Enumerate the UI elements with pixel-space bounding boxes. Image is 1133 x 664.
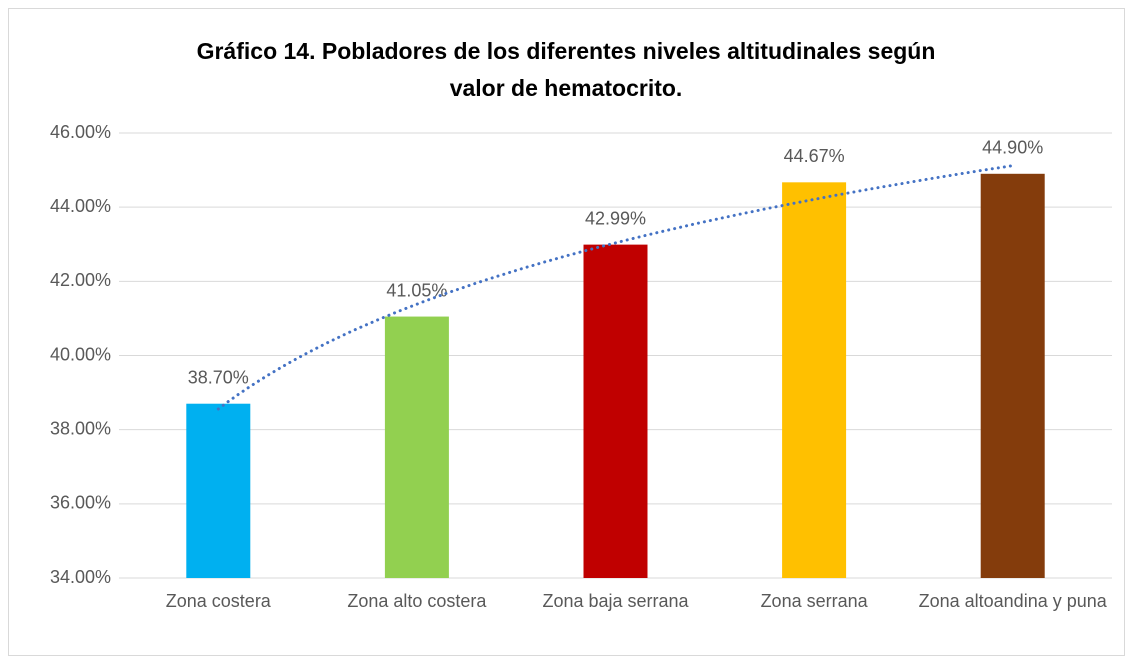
x-tick-label: Zona alto costera bbox=[347, 591, 487, 611]
value-label: 38.70% bbox=[188, 367, 249, 387]
y-tick-label: 40.00% bbox=[50, 344, 111, 364]
chart-border bbox=[8, 8, 1125, 656]
bar bbox=[782, 182, 847, 578]
chart-title: Gráfico 14. Pobladores de los diferentes… bbox=[196, 38, 936, 101]
y-tick-label: 38.00% bbox=[50, 418, 111, 438]
bar bbox=[384, 316, 449, 578]
x-tick-label: Zona baja serrana bbox=[542, 591, 689, 611]
y-tick-label: 46.00% bbox=[50, 122, 111, 142]
bar bbox=[186, 403, 251, 578]
y-tick-label: 42.00% bbox=[50, 270, 111, 290]
y-tick-label: 44.00% bbox=[50, 196, 111, 216]
value-label: 44.90% bbox=[982, 138, 1043, 158]
value-label: 41.05% bbox=[386, 280, 447, 300]
x-tick-label: Zona serrana bbox=[760, 591, 868, 611]
x-tick-label: Zona altoandina y puna bbox=[918, 591, 1107, 611]
y-tick-label: 34.00% bbox=[50, 567, 111, 587]
x-tick-label: Zona costera bbox=[165, 591, 271, 611]
bar bbox=[583, 244, 648, 578]
value-label: 44.67% bbox=[784, 146, 845, 166]
trendline bbox=[216, 164, 1015, 411]
bar bbox=[980, 173, 1045, 578]
value-label: 42.99% bbox=[585, 208, 646, 228]
y-tick-label: 36.00% bbox=[50, 493, 111, 513]
